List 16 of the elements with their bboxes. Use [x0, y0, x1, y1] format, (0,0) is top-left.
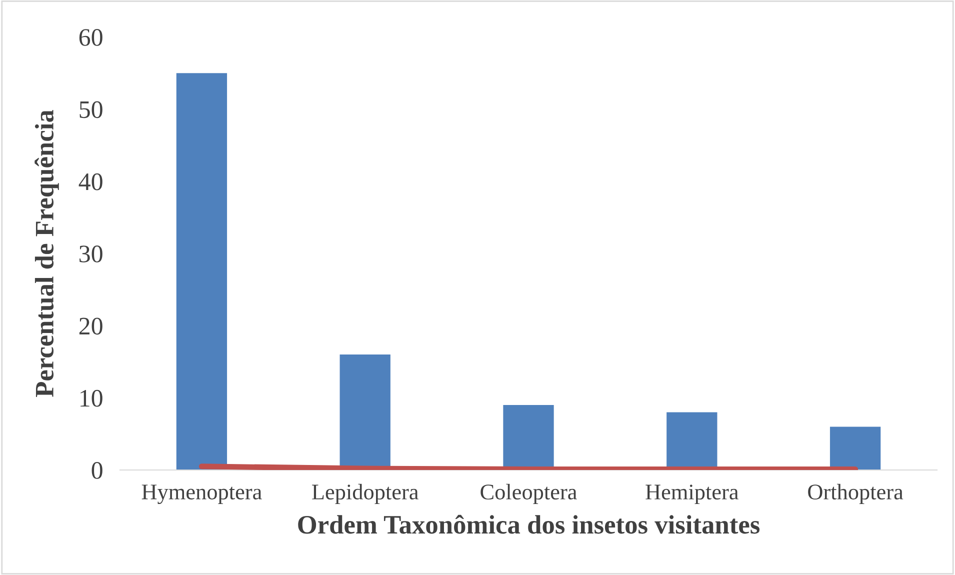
y-tick-label: 50 [80, 101, 102, 118]
y-tick-label: 40 [78, 173, 102, 190]
y-tick-label: 0 [92, 462, 102, 479]
x-tick-label: Lepidoptera [312, 484, 418, 504]
y-tick-label: 60 [79, 29, 102, 46]
y-tick-label: 30 [80, 246, 102, 262]
bar [176, 73, 228, 470]
x-tick-label: Hemiptera [646, 484, 738, 504]
y-tick-label: 10 [80, 390, 102, 407]
y-axis-title: Percentual de Frequência [34, 110, 59, 397]
x-tick-label: Coleoptera [480, 484, 577, 504]
x-tick-label: Orthoptera [808, 484, 904, 504]
x-axis-title: Ordem Taxonômica dos insetos visitantes [298, 514, 760, 534]
y-tick-label: 20 [79, 318, 102, 335]
x-tick-label: Hymenoptera [142, 484, 262, 504]
bar [830, 426, 881, 470]
